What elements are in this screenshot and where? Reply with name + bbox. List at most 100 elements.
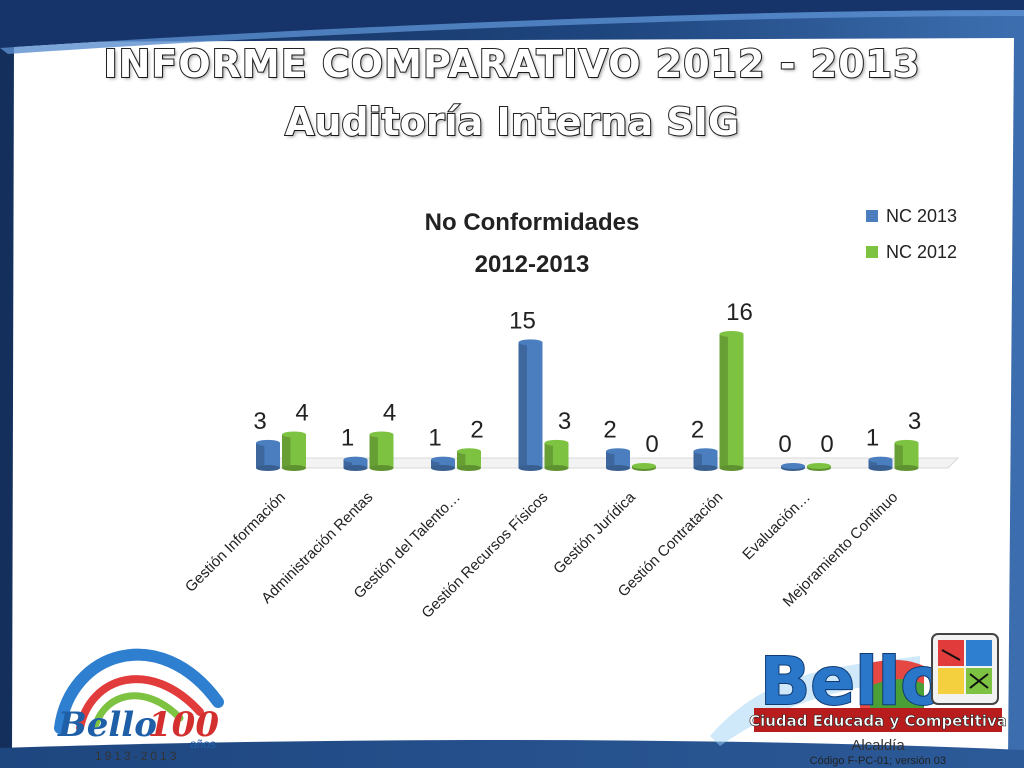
centenary-range: 1913-2013: [95, 749, 179, 762]
bar-shade: [431, 459, 440, 468]
value-label: 2: [470, 416, 483, 443]
top-swoosh: [0, 0, 1024, 48]
bar-top: [457, 448, 481, 455]
value-label: 1: [866, 425, 879, 452]
category-label: Gestión Jurídica: [550, 488, 639, 577]
bar-top: [894, 439, 919, 446]
legend-swatch: [866, 246, 878, 258]
value-label: 3: [558, 408, 571, 435]
bar-base: [256, 465, 280, 471]
bar-top: [431, 456, 455, 463]
bar-nc2013-2: [431, 456, 455, 471]
bar-base: [343, 465, 368, 471]
bar-nc2013-1: [343, 456, 368, 471]
bar-nc2012-7: [894, 439, 919, 471]
bar-base: [518, 465, 543, 471]
top-swoosh-highlight: [0, 10, 1024, 54]
city-name: Bello: [760, 643, 946, 720]
value-label: 4: [383, 400, 396, 427]
bar-shade: [606, 451, 615, 468]
bar-top: [256, 439, 280, 446]
value-label: 0: [645, 431, 658, 458]
chart-legend: NC 2013 NC 2012: [866, 206, 957, 262]
bar-base: [868, 465, 893, 471]
bar-base: [606, 465, 630, 471]
bar-top: [868, 456, 893, 463]
bar-body: [431, 459, 455, 468]
bar-top: [606, 448, 630, 455]
bar-base: [544, 465, 569, 471]
centenary-word: Bello: [57, 705, 157, 745]
bar-top: [719, 331, 744, 337]
bar-base: [369, 465, 394, 471]
city-logo: Bello Ciudad Educada y Competitiva Alcal…: [710, 633, 1007, 754]
bar-shade: [894, 442, 903, 468]
bar-nc2013-4: [606, 448, 630, 471]
arch-green: [92, 692, 184, 728]
category-label: Evaluación…: [739, 489, 814, 564]
value-label: 3: [253, 408, 266, 435]
value-label: 3: [908, 408, 921, 435]
bar-base: [894, 465, 919, 471]
bar-nc2012-2: [457, 448, 481, 471]
bar-base: [457, 465, 481, 471]
value-label: 15: [509, 307, 536, 334]
bar-top: [781, 463, 805, 469]
bar-nc2013-6: [781, 463, 805, 471]
chart-value-labels: 3 4 1 4 1 2 15 3 2 0 2 16 0 0 1 3: [253, 299, 921, 458]
bottom-band: [0, 740, 1024, 768]
bar-body: [343, 459, 368, 468]
bar-top: [369, 431, 394, 438]
chart-bars: [256, 331, 919, 471]
chart-title-line: 2012-2013: [475, 251, 590, 278]
slogan-banner: [754, 708, 1002, 732]
bar-top: [544, 439, 569, 446]
chart-title-line: No Conformidades: [425, 209, 640, 236]
centenary-number: 100: [148, 705, 219, 745]
bar-nc2012-0: [282, 431, 306, 471]
slide-title: INFORME COMPARATIVO 2012 - 2013: [102, 41, 921, 87]
bar-body: [868, 459, 893, 468]
bar-shade: [457, 451, 466, 468]
bar-shade: [719, 334, 728, 468]
bar-top: [693, 448, 718, 455]
slide-subtitle: Auditoría Interna SIG: [284, 99, 740, 145]
centenary-years: años: [190, 737, 216, 751]
value-label: 2: [691, 416, 704, 443]
bar-top: [518, 339, 543, 346]
bar-base: [719, 465, 744, 471]
value-label: 0: [778, 431, 791, 458]
arch-blue: [54, 648, 224, 734]
bar-top: [282, 431, 306, 438]
bar-nc2012-4: [632, 463, 656, 471]
bar-nc2013-0: [256, 439, 280, 471]
bar-nc2012-3: [544, 439, 569, 471]
bar-nc2012-1: [369, 431, 394, 471]
value-label: 16: [726, 299, 753, 326]
bar-shade: [282, 434, 291, 468]
bar-nc2012-5: [719, 331, 744, 471]
legend-label: NC 2012: [886, 242, 957, 262]
footer-code: Código F-PC-01; versión 03: [809, 755, 946, 767]
bar-nc2012-6: [807, 463, 831, 471]
bar-nc2013-5: [693, 448, 718, 471]
bar-shade: [518, 342, 527, 468]
bar-shade: [544, 442, 553, 468]
city-slogan: Ciudad Educada y Competitiva: [749, 712, 1007, 730]
coat-of-arms-icon: [931, 633, 999, 705]
bar-base: [282, 465, 306, 471]
value-label: 0: [820, 431, 833, 458]
legend-label: NC 2013: [886, 206, 957, 226]
value-label: 2: [603, 416, 616, 443]
bar-shade: [256, 442, 265, 468]
centenary-logo: Bello 100 años 1913-2013: [54, 648, 224, 762]
bar-nc2013-7: [868, 456, 893, 471]
bar-top: [632, 463, 656, 469]
arch-red: [76, 675, 204, 732]
bar-shade: [343, 459, 352, 468]
bar-top: [343, 456, 368, 463]
value-label: 1: [341, 425, 354, 452]
